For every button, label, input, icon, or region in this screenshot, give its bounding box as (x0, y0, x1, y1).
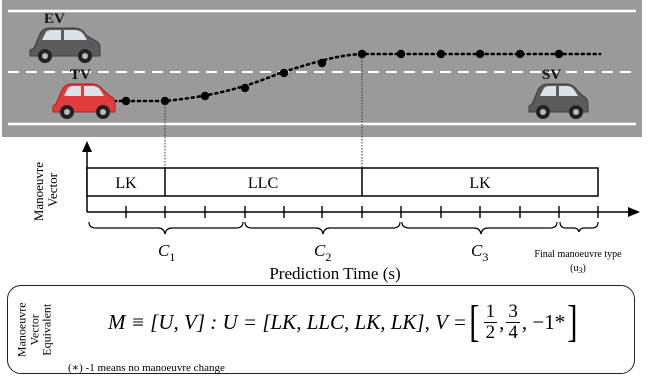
equation-note: (∗) -1 means no manoeuvre change (68, 362, 225, 374)
y-axis-label-line2: Vector (45, 172, 60, 207)
equation-lhs: M ≡ [U, V] : U = [LK, LLC, LK, LK], V = (108, 309, 467, 334)
segment-lk-2: LK (469, 175, 491, 192)
trajectory-point (554, 49, 564, 59)
final-manoeuvre-sublabel: (u3) (570, 263, 586, 275)
axes (82, 141, 640, 218)
segment-llc: LLC (248, 175, 278, 192)
trajectory-point (240, 83, 250, 93)
trajectory-point (121, 96, 131, 106)
label-c1: C1 (158, 241, 175, 264)
last-value: −1* (532, 309, 566, 334)
trajectory-point (200, 91, 210, 101)
trajectory-point (160, 96, 170, 106)
y-axis-label: Manoeuvre Vector (31, 159, 60, 221)
fraction-2-denominator: 4 (508, 321, 518, 343)
tv-label: TV (70, 67, 91, 83)
equation-box: Manoeuvre Vector Equivalent M ≡ [U, V] :… (7, 285, 635, 374)
fraction-1-numerator: 1 (483, 300, 498, 323)
sv-label: SV (542, 67, 561, 83)
equation-side-label: Manoeuvre Vector Equivalent (14, 302, 54, 358)
brace-c2 (244, 221, 401, 235)
left-bracket: [ (469, 297, 480, 346)
trajectory-point (317, 58, 327, 68)
final-manoeuvre-label: Final manoeuvre type (534, 249, 622, 260)
vector-bar-outline (86, 167, 599, 197)
brace-final (559, 221, 599, 233)
label-c3: C3 (471, 241, 488, 264)
sv-car (528, 83, 589, 119)
label-c2: C2 (314, 241, 331, 264)
trajectory-point (396, 49, 406, 59)
trajectory-point (357, 49, 367, 59)
tv-car (52, 83, 116, 119)
brace-c3 (401, 221, 558, 235)
x-axis-arrow (628, 207, 640, 217)
equation-side-label-container: Manoeuvre Vector Equivalent (9, 288, 59, 372)
equation: M ≡ [U, V] : U = [LK, LLC, LK, LK], V = … (108, 297, 578, 346)
trajectory-point (475, 49, 485, 59)
y-axis-arrow (82, 141, 92, 152)
manoeuvre-vector-bar: LK LLC LK (86, 167, 599, 197)
fraction-1-denominator: 2 (485, 321, 496, 343)
fraction-2-numerator: 3 (506, 300, 520, 323)
trajectory-point (515, 49, 525, 59)
right-bracket: ] (567, 297, 578, 346)
ev-label: EV (44, 11, 65, 27)
ev-car (29, 27, 101, 63)
fraction-1: 1 2 (483, 300, 498, 343)
tv-trajectory (88, 49, 602, 106)
trajectory-point (279, 68, 289, 78)
fraction-2: 3 4 (506, 300, 520, 343)
x-axis-label: Prediction Time (s) (269, 264, 400, 283)
braces (88, 221, 599, 235)
y-axis-label-line1: Manoeuvre (31, 162, 46, 221)
trajectory-point (436, 49, 446, 59)
brace-c1 (88, 221, 244, 235)
segment-lk-1: LK (115, 175, 137, 192)
